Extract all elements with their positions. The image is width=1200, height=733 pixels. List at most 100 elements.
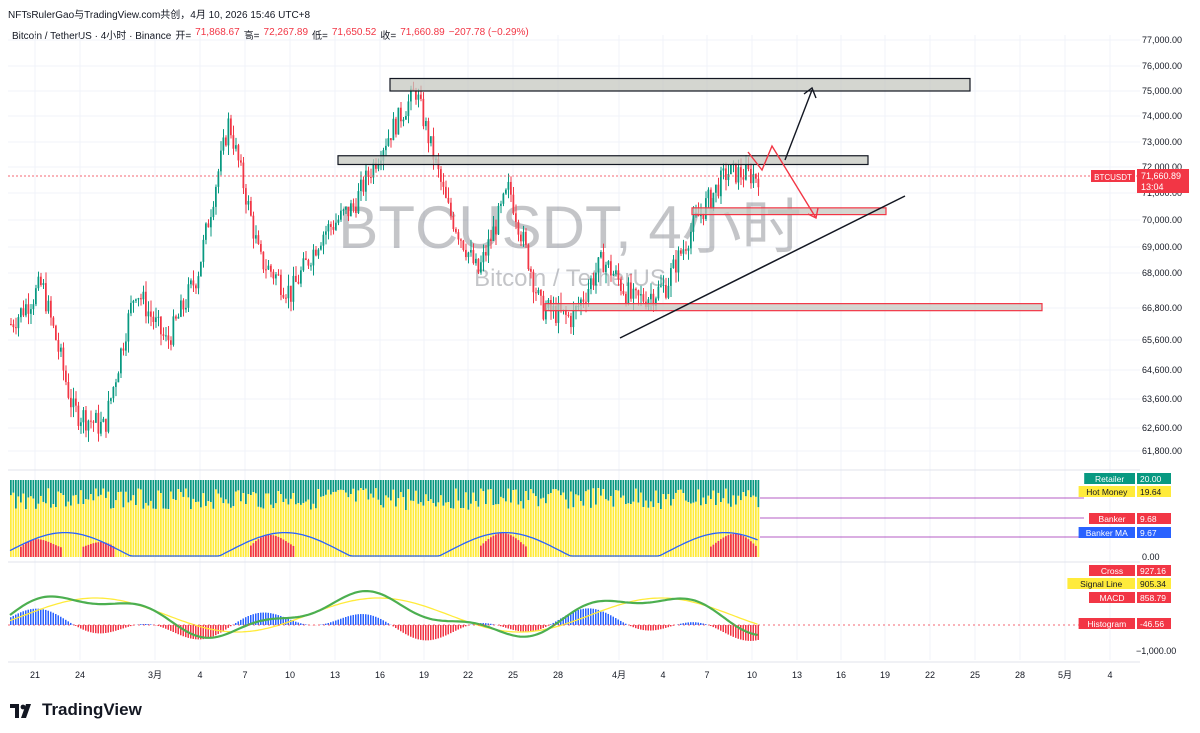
hot-money-bar [185,488,187,557]
retailer-bar [507,480,510,489]
retailer-bar [307,480,310,500]
macd-histogram-bar [607,613,609,625]
retailer-bar [737,480,740,496]
chart-canvas[interactable]: BTCUSDT, 4小时 Bitcoin / TetherUS 77,000.0… [0,0,1200,690]
candle-body [197,276,200,289]
macd-histogram-bar [742,625,744,641]
candle-body [180,300,182,317]
hot-money-bar [572,507,575,557]
candle-body [612,273,615,276]
retailer-bar [290,480,292,499]
candle-body [397,107,400,135]
price-tick-label: 70,000.00 [1142,215,1182,225]
banker-bar [490,537,492,557]
hot-money-bar [567,508,570,557]
hot-money-bar [670,505,672,557]
candle-body [430,136,432,144]
macd-histogram-bar [640,625,642,630]
macd-histogram-bar [277,615,279,625]
retailer-bar [105,480,107,498]
candle-body [272,271,275,279]
retailer-bar [17,480,20,497]
candle-body [585,301,587,303]
watermark-main: BTCUSDT, 4小时 [338,194,801,261]
retailer-bar [27,480,30,498]
banker-bar [752,543,755,557]
hot-money-bar [255,493,257,557]
macd-histogram-bar [512,625,514,630]
retailer-bar [675,480,677,493]
retailer-bar [312,480,315,504]
macd-histogram-bar [410,625,412,637]
indicator-label-value: 9.67 [1140,528,1157,538]
candle-body [107,400,110,432]
hot-money-bar [125,491,127,557]
hot-money-bar [195,502,197,557]
retailer-bar [190,480,192,510]
candle-body [262,251,265,270]
retailer-bar [625,480,627,505]
hot-money-bar [752,495,755,557]
macd-histogram-bar [65,619,67,625]
hot-money-bar [167,509,170,557]
hot-money-bar [370,493,372,557]
hot-money-bar [742,492,745,557]
hot-money-bar [45,503,47,557]
candle-body [482,252,485,263]
banker-bar [722,537,725,557]
hot-money-bar [660,509,662,557]
hot-money-bar [462,508,465,557]
banker-bar [20,546,22,557]
hot-money-bar [577,495,580,557]
retailer-bar [317,480,320,490]
macd-histogram-bar [662,625,664,629]
retailer-bar [495,480,497,505]
candle-body [605,264,607,273]
hot-money-bar [112,508,115,557]
hot-money-bar [530,489,532,557]
hot-money-bar [422,505,425,557]
candle-body [292,275,295,302]
hot-money-bar [345,492,347,557]
indicator-label-name: Cross [1101,566,1123,576]
price-tick-label: 62,600.00 [1142,423,1182,433]
retailer-bar [10,480,12,496]
hot-money-bar [162,508,165,557]
candle-body [327,224,330,232]
time-axis: 21 24 3月 4 7 10 13 16 19 22 25 28 4月 4 7 10 13 16 19 22 25 28… [30,670,1113,680]
macd-histogram-bar [160,625,162,627]
indicator-label-box [1084,473,1135,484]
time-tick-label: 4 [1107,670,1112,680]
macd-histogram-bar [335,620,337,625]
candle-body [477,258,480,273]
hot-money-bar [367,499,370,557]
hot-money-bar [317,489,320,557]
hot-money-bar [332,492,335,557]
candle-body [687,248,690,251]
retailer-bar [77,480,80,504]
candle-body [52,317,55,326]
macd-histogram-bar [22,611,24,625]
projection-arrow-up-head [803,86,817,99]
macd-histogram-bar [252,614,254,625]
candle-body [285,297,287,299]
candle-body [657,286,660,299]
retailer-bar [390,480,392,501]
candle-body [490,239,492,241]
tradingview-brand[interactable]: TradingView [10,700,142,720]
hot-money-bar [492,505,495,557]
hot-money-bar [290,498,292,557]
symbol-name[interactable]: Bitcoin / TetherUS · 4小时 · Binance [12,31,172,42]
candle-body [267,265,270,270]
retailer-bar [652,480,655,507]
hot-money-bar [135,505,137,557]
retailer-bar [222,480,225,504]
retailer-bar [520,480,522,502]
hot-money-bar [82,504,85,557]
retailer-bar [527,480,530,501]
hot-money-bar [260,507,262,557]
macd-histogram-bar [465,625,467,627]
hot-money-bar [10,495,12,557]
hot-money-bar [190,509,192,557]
candle-body [685,249,687,251]
